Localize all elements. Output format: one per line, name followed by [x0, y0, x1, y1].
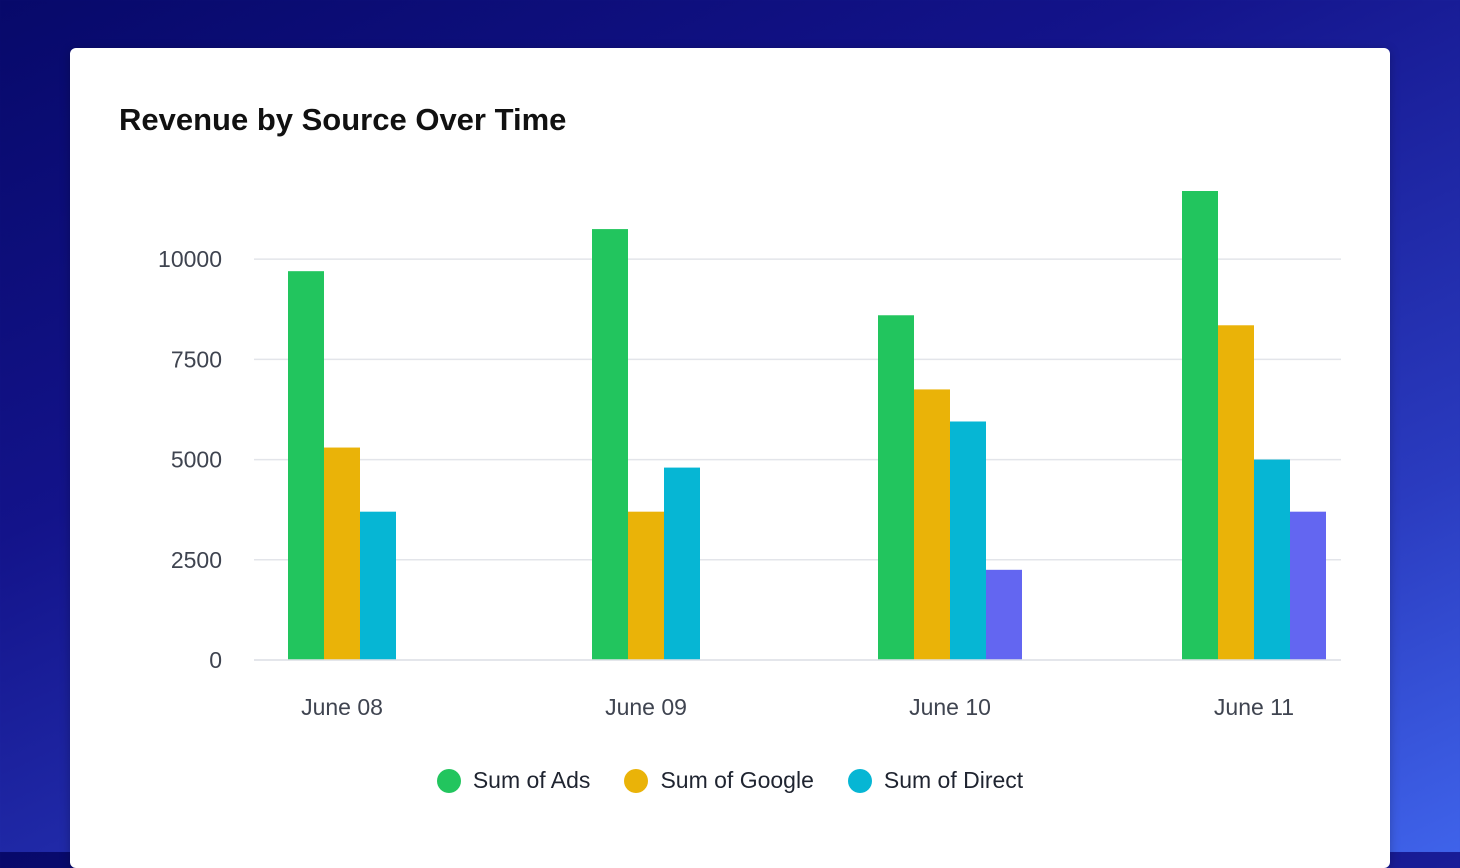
bar-sum-of-ads-june-10[interactable] — [878, 315, 914, 660]
bar-sum-of-ads-june-09[interactable] — [592, 229, 628, 661]
bar-sum-of-direct-june-09[interactable] — [664, 467, 700, 660]
bar-sum-of-ads-june-08[interactable] — [288, 271, 324, 660]
bar-sum-of-google-june-09[interactable] — [628, 511, 664, 660]
legend-label: Sum of Ads — [472, 767, 591, 793]
legend-swatch-icon — [847, 768, 872, 793]
legend-item-sum-of-direct[interactable]: Sum of Direct — [847, 767, 1024, 794]
x-tick-label: June 08 — [301, 694, 383, 720]
legend-label: Sum of Direct — [883, 767, 1024, 793]
bar-sum-of-direct-june-08[interactable] — [360, 511, 396, 660]
bar-sum-of-google-june-08[interactable] — [324, 447, 360, 660]
legend-item-sum-of-ads[interactable]: Sum of Ads — [436, 767, 591, 794]
bar-sum-of-google-june-10[interactable] — [914, 389, 950, 660]
legend-swatch-icon — [436, 768, 461, 793]
bar-sum-of-ads-june-11[interactable] — [1182, 191, 1218, 660]
y-tick-label: 7500 — [171, 346, 222, 372]
x-tick-label: June 11 — [1214, 694, 1294, 720]
legend-label: Sum of Google — [660, 767, 814, 793]
y-tick-label: 10000 — [158, 246, 222, 272]
y-tick-label: 0 — [209, 647, 222, 673]
x-tick-label: June 09 — [605, 694, 687, 720]
bar-series-4-june-10[interactable] — [986, 569, 1022, 660]
legend-item-sum-of-google[interactable]: Sum of Google — [624, 767, 814, 794]
chart-title: Revenue by Source Over Time — [119, 102, 567, 137]
bar-series-4-june-11[interactable] — [1290, 511, 1326, 660]
y-tick-label: 5000 — [171, 447, 222, 473]
bar-sum-of-direct-june-10[interactable] — [950, 421, 986, 660]
legend-swatch-icon — [624, 768, 649, 793]
bar-sum-of-direct-june-11[interactable] — [1254, 459, 1290, 660]
bar-sum-of-google-june-11[interactable] — [1218, 325, 1254, 660]
y-tick-label: 2500 — [171, 547, 222, 573]
chart-card: Revenue by Source Over Time 0 2500 5000 750… — [70, 48, 1390, 868]
bar-chart: 0 2500 5000 7500 10000 June 08 June 09 June 10 J… — [158, 191, 1341, 720]
chart-legend: Sum of Ads Sum of Google Sum of Direct — [70, 767, 1390, 794]
x-tick-label: June 10 — [909, 694, 991, 720]
